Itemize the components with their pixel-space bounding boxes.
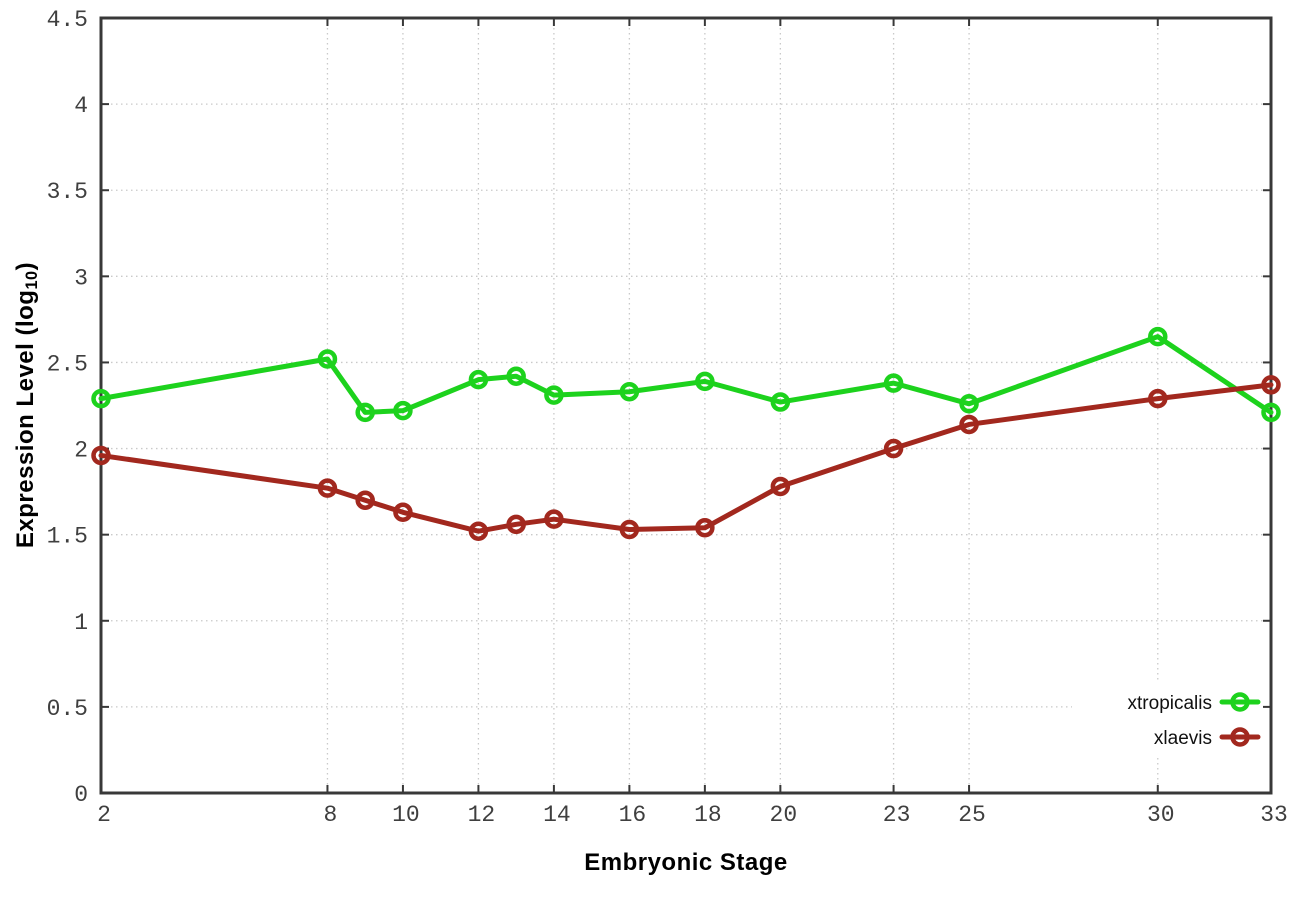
y-axis-title: Expression Level (log10) (12, 262, 42, 548)
y-tick-label: 4 (74, 93, 88, 119)
data-point-xlaevis-8 (317, 478, 338, 498)
data-point-xtropicalis-16 (619, 381, 640, 402)
y-axis-title-text: Expression Level (log (11, 289, 39, 549)
y-tick-label: 3.5 (47, 179, 88, 205)
data-point-xlaevis-20 (770, 476, 791, 497)
x-tick-label: 25 (958, 802, 986, 828)
data-point-xtropicalis-25 (959, 394, 979, 414)
y-tick-label: 4.5 (47, 7, 88, 33)
legend-sample-marker-xlaevis (1230, 727, 1250, 747)
data-point-xlaevis-2 (91, 445, 111, 466)
data-point-xlaevis-10 (393, 502, 413, 523)
x-tick-label: 14 (543, 802, 571, 828)
x-tick-label: 20 (770, 802, 798, 828)
data-point-xlaevis-9 (355, 490, 375, 510)
data-point-xlaevis-23 (883, 438, 904, 459)
x-tick-label: 10 (392, 802, 420, 828)
data-point-xtropicalis-14 (544, 385, 564, 405)
data-point-xlaevis-14 (544, 509, 564, 529)
x-tick-label: 23 (883, 802, 911, 828)
data-point-xtropicalis-8 (317, 349, 338, 369)
data-point-xlaevis-30 (1148, 388, 1168, 409)
data-point-xtropicalis-2 (91, 388, 111, 409)
y-tick-label: 0.5 (47, 696, 88, 722)
x-tick-label: 16 (619, 802, 647, 828)
x-tick-label: 12 (468, 802, 496, 828)
x-axis-title: Embryonic Stage (584, 849, 788, 876)
y-tick-label: 2.5 (47, 351, 88, 377)
data-point-xtropicalis-23 (883, 373, 904, 393)
y-tick-label: 1 (74, 610, 88, 636)
x-tick-label: 2 (97, 802, 111, 828)
data-point-xlaevis-25 (959, 414, 979, 435)
legend-background (1072, 681, 1263, 757)
y-axis-title-subscript: 10 (23, 270, 42, 290)
y-axis-title-suffix: ) (11, 261, 39, 271)
data-point-xtropicalis-9 (355, 402, 375, 423)
series-line-xlaevis (98, 382, 1274, 534)
data-point-xlaevis-33 (1261, 375, 1281, 395)
legend-label-xlaevis: xlaevis (1154, 728, 1212, 749)
data-point-xtropicalis-20 (770, 392, 791, 412)
data-point-xtropicalis-12 (468, 369, 489, 390)
x-tick-label: 8 (324, 802, 338, 828)
series-line-xtropicalis (98, 334, 1274, 415)
data-point-xtropicalis-18 (695, 371, 715, 392)
y-tick-label: 0 (74, 782, 88, 808)
data-point-xtropicalis-10 (393, 400, 413, 421)
data-point-xlaevis-18 (695, 518, 715, 538)
data-point-xtropicalis-30 (1148, 326, 1168, 347)
x-tick-label: 33 (1260, 802, 1288, 828)
legend-sample-marker-xtropicalis (1230, 692, 1250, 712)
data-point-xtropicalis-13 (506, 366, 526, 386)
y-tick-label: 2 (74, 438, 88, 464)
data-point-xlaevis-13 (506, 514, 526, 535)
x-tick-label: 18 (694, 802, 722, 828)
y-tick-label: 3 (74, 265, 88, 291)
data-point-xlaevis-12 (468, 521, 489, 541)
legend-label-xtropicalis: xtropicalis (1128, 693, 1212, 714)
data-point-xtropicalis-33 (1261, 402, 1281, 423)
x-tick-label: 30 (1147, 802, 1175, 828)
data-point-xlaevis-16 (619, 519, 640, 540)
y-tick-label: 1.5 (47, 524, 88, 550)
